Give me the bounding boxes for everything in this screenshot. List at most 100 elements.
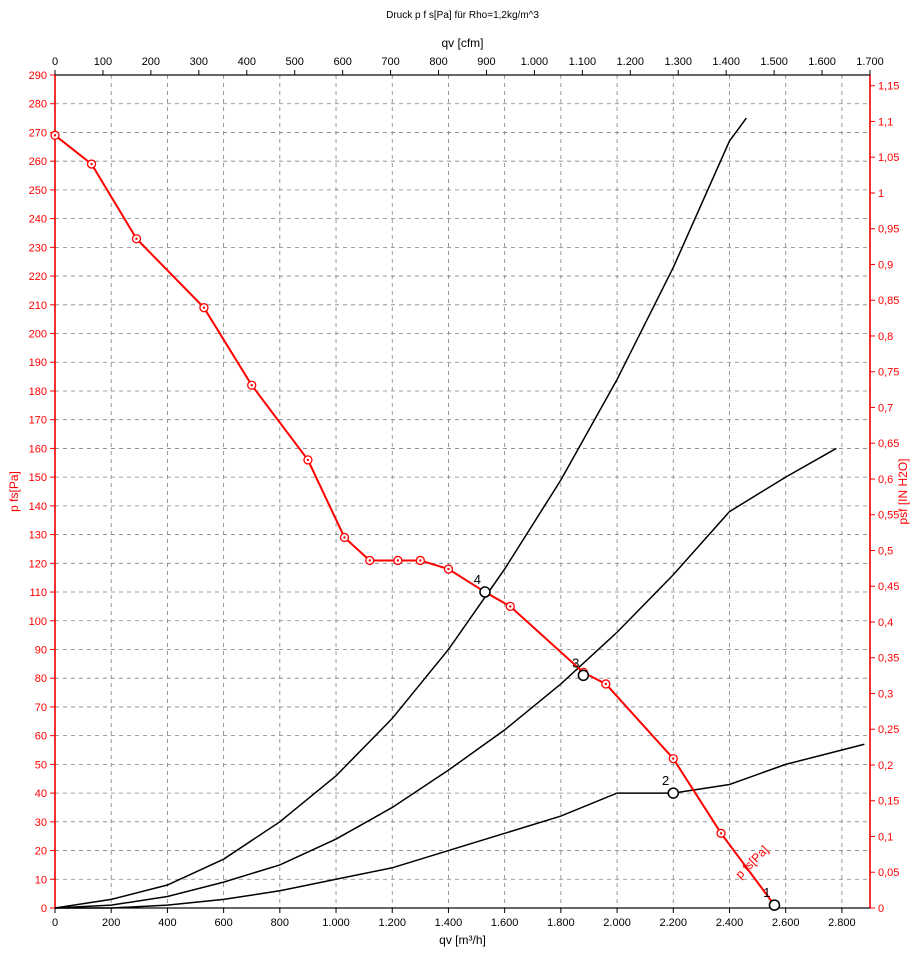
operating-point-label: 1 xyxy=(763,885,770,900)
fan-curve-marker-dot xyxy=(203,306,205,308)
y-left-tick-label: 160 xyxy=(29,443,47,455)
y-right-tick-label: 0,2 xyxy=(878,760,893,772)
x-bottom-tick-label: 400 xyxy=(158,917,176,929)
operating-point-marker xyxy=(578,670,588,680)
x-bottom-tick-label: 1.200 xyxy=(378,917,406,929)
y-right-tick-label: 1,1 xyxy=(878,116,893,128)
y-right-tick-label: 0,15 xyxy=(878,796,899,808)
operating-point-label: 2 xyxy=(662,773,669,788)
x-top-tick-label: 1.300 xyxy=(664,56,692,68)
y-left-tick-label: 130 xyxy=(29,530,47,542)
y-right-tick-label: 0,5 xyxy=(878,545,893,557)
y-right-tick-label: 0,25 xyxy=(878,724,899,736)
y-right-tick-label: 1 xyxy=(878,188,884,200)
y-right-tick-label: 0,7 xyxy=(878,402,893,414)
x-top-tick-label: 300 xyxy=(190,56,208,68)
y-left-tick-label: 30 xyxy=(35,817,47,829)
x-bottom-tick-label: 600 xyxy=(214,917,232,929)
x-bottom-tick-label: 1.000 xyxy=(322,917,350,929)
x-top-tick-label: 400 xyxy=(238,56,256,68)
y-left-tick-label: 250 xyxy=(29,185,47,197)
x-bottom-tick-label: 2.600 xyxy=(772,917,800,929)
y-left-tick-label: 240 xyxy=(29,214,47,226)
y-left-tick-label: 60 xyxy=(35,731,47,743)
fan-curve-marker-dot xyxy=(672,757,674,759)
y-right-tick-label: 0,95 xyxy=(878,224,899,236)
y-left-tick-label: 70 xyxy=(35,702,47,714)
x-top-tick-label: 1.100 xyxy=(569,56,597,68)
y-right-tick-label: 1,15 xyxy=(878,81,899,93)
y-right-axis-label: psf [IN H2O] xyxy=(896,458,910,524)
fan-curve-marker-dot xyxy=(251,384,253,386)
chart-title: Druck p f s[Pa] für Rho=1,2kg/m^3 xyxy=(386,10,539,21)
x-top-tick-label: 100 xyxy=(94,56,112,68)
y-right-tick-label: 0,3 xyxy=(878,688,893,700)
y-right-tick-label: 0,75 xyxy=(878,367,899,379)
x-top-tick-label: 900 xyxy=(477,56,495,68)
y-left-tick-label: 100 xyxy=(29,616,47,628)
x-bottom-axis-label: qv [m³/h] xyxy=(439,933,486,947)
y-right-tick-label: 0,4 xyxy=(878,617,893,629)
x-top-tick-label: 1.400 xyxy=(712,56,740,68)
fan-curve-marker-dot xyxy=(54,134,56,136)
y-left-tick-label: 220 xyxy=(29,271,47,283)
y-left-tick-label: 50 xyxy=(35,759,47,771)
y-left-tick-label: 290 xyxy=(29,70,47,82)
y-left-tick-label: 170 xyxy=(29,415,47,427)
y-left-tick-label: 280 xyxy=(29,99,47,111)
y-right-tick-label: 0,1 xyxy=(878,831,893,843)
y-left-tick-label: 150 xyxy=(29,472,47,484)
x-bottom-tick-label: 800 xyxy=(271,917,289,929)
y-right-tick-label: 0,45 xyxy=(878,581,899,593)
y-right-tick-label: 0,85 xyxy=(878,295,899,307)
operating-point-marker xyxy=(480,587,490,597)
x-top-tick-label: 800 xyxy=(429,56,447,68)
y-left-tick-label: 80 xyxy=(35,673,47,685)
y-left-tick-label: 0 xyxy=(41,903,47,915)
x-bottom-tick-label: 2.000 xyxy=(603,917,631,929)
operating-point-marker xyxy=(668,788,678,798)
x-bottom-tick-label: 2.200 xyxy=(660,917,688,929)
y-right-tick-label: 1,05 xyxy=(878,152,899,164)
x-bottom-tick-label: 2.800 xyxy=(828,917,856,929)
fan-curve-marker-dot xyxy=(720,832,722,834)
x-top-tick-label: 600 xyxy=(333,56,351,68)
x-bottom-tick-label: 200 xyxy=(102,917,120,929)
y-left-tick-label: 270 xyxy=(29,127,47,139)
y-right-tick-label: 0,6 xyxy=(878,474,893,486)
y-left-axis-label: p fs[Pa] xyxy=(7,471,21,512)
x-bottom-tick-label: 2.400 xyxy=(716,917,744,929)
operating-point-label: 3 xyxy=(572,655,579,670)
operating-point-marker xyxy=(769,900,779,910)
x-top-tick-label: 1.500 xyxy=(760,56,788,68)
fan-curve-chart: Druck p f s[Pa] für Rho=1,2kg/m^30200400… xyxy=(0,0,921,955)
y-left-tick-label: 260 xyxy=(29,156,47,168)
y-right-tick-label: 0,8 xyxy=(878,331,893,343)
y-left-tick-label: 40 xyxy=(35,788,47,800)
fan-curve-marker-dot xyxy=(605,683,607,685)
operating-point-label: 4 xyxy=(474,572,481,587)
y-left-tick-label: 200 xyxy=(29,329,47,341)
fan-curve-marker-dot xyxy=(509,605,511,607)
y-left-tick-label: 120 xyxy=(29,558,47,570)
y-right-tick-label: 0,9 xyxy=(878,259,893,271)
x-top-axis-label: qv [cfm] xyxy=(441,36,483,50)
fan-curve-marker-dot xyxy=(135,238,137,240)
fan-curve-marker-dot xyxy=(397,559,399,561)
y-left-tick-label: 140 xyxy=(29,501,47,513)
y-left-tick-label: 110 xyxy=(29,587,47,599)
fan-curve-marker-dot xyxy=(90,163,92,165)
x-top-tick-label: 200 xyxy=(142,56,160,68)
y-right-tick-label: 0 xyxy=(878,903,884,915)
y-left-tick-label: 10 xyxy=(35,874,47,886)
y-left-tick-label: 190 xyxy=(29,357,47,369)
x-top-tick-label: 1.600 xyxy=(808,56,836,68)
x-top-tick-label: 500 xyxy=(286,56,304,68)
y-left-tick-label: 230 xyxy=(29,242,47,254)
x-top-tick-label: 1.200 xyxy=(617,56,645,68)
y-left-tick-label: 20 xyxy=(35,846,47,858)
fan-curve-marker-dot xyxy=(369,559,371,561)
y-right-tick-label: 0,35 xyxy=(878,653,899,665)
x-bottom-tick-label: 1.800 xyxy=(547,917,575,929)
x-bottom-tick-label: 1.600 xyxy=(491,917,519,929)
